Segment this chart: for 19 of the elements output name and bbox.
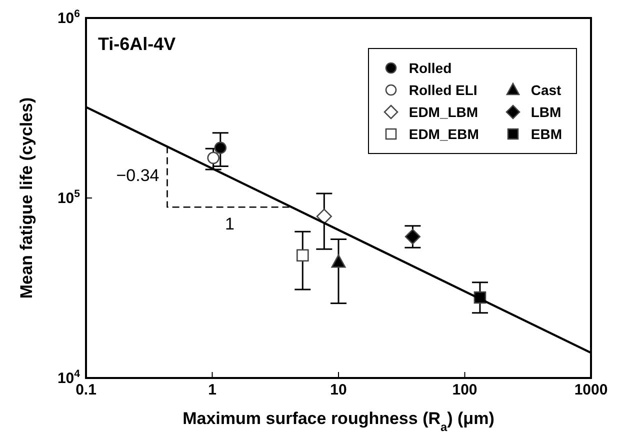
annotation: 1 bbox=[224, 214, 234, 234]
x-tick-label: 1000 bbox=[574, 382, 608, 399]
x-tick-label: 1 bbox=[208, 382, 216, 399]
legend-label: Cast bbox=[530, 82, 562, 98]
text: Ti-6Al-4V bbox=[98, 34, 176, 54]
x-tick-label: 100 bbox=[452, 382, 478, 399]
y-tick-label: 10$^{6}$ bbox=[57, 8, 80, 27]
x-tick-label: 10 bbox=[330, 382, 347, 399]
annotation: −0.34 bbox=[116, 166, 160, 186]
legend-label: Rolled ELI bbox=[408, 82, 478, 98]
x-tick-label: 0.1 bbox=[76, 382, 96, 399]
legend-label: EDM_EBM bbox=[408, 126, 479, 142]
legend-label: EBM bbox=[530, 126, 562, 142]
legend-label: EDM_LBM bbox=[408, 104, 478, 120]
x-axis-title: Maximum surface roughness (R$_{a}$) (μm) bbox=[182, 409, 494, 434]
legend-label: LBM bbox=[530, 104, 562, 120]
y-tick-label: 10$^{5}$ bbox=[57, 188, 80, 207]
y-axis-title: Mean fatigue life (cycles) bbox=[17, 97, 36, 299]
legend-label: Rolled bbox=[408, 60, 452, 76]
